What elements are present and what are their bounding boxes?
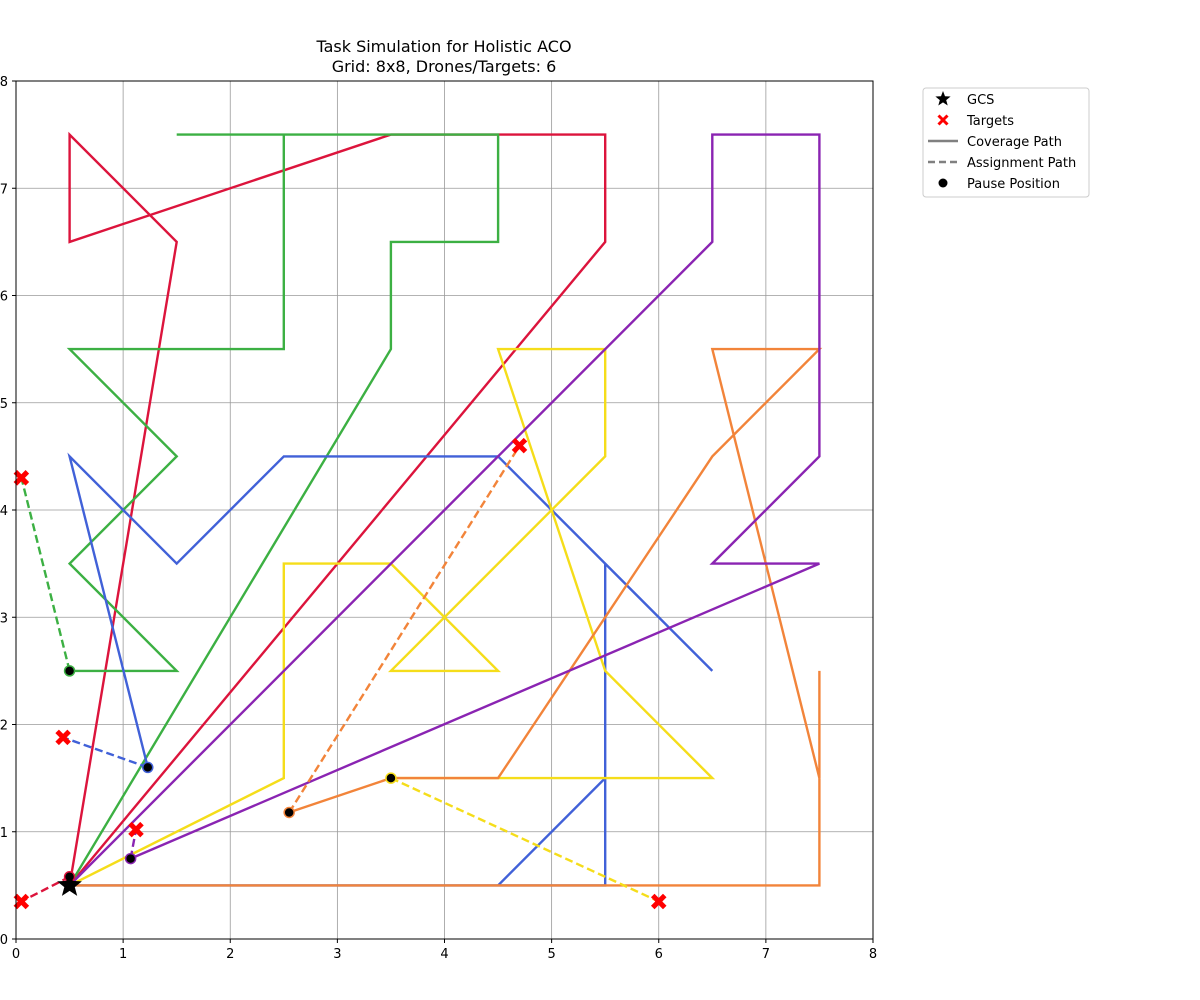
coverage-path — [69, 347, 823, 887]
legend-dot-icon — [938, 178, 948, 188]
coverage-path — [68, 131, 607, 887]
target-marker — [650, 893, 667, 910]
gcs-star-marker — [57, 872, 82, 896]
target-stroke — [650, 893, 667, 910]
y-tick-label: 1 — [0, 826, 8, 841]
legend-entry: Targets — [937, 114, 1014, 129]
legend-entry: Assignment Path — [928, 156, 1076, 171]
assignment-path — [288, 445, 521, 814]
target-stroke — [128, 821, 144, 838]
target-marker — [128, 821, 144, 838]
coverage-path — [68, 133, 821, 887]
target-marker — [55, 729, 71, 746]
coverage-path — [66, 133, 500, 887]
y-tick-label: 2 — [0, 719, 8, 734]
x-tick-label: 3 — [333, 947, 341, 962]
target-marker — [13, 470, 30, 486]
legend-star-icon — [935, 91, 951, 106]
y-tick-label: 8 — [0, 75, 8, 90]
coverage-path — [67, 452, 714, 887]
y-tick-label: 6 — [0, 290, 8, 305]
legend-frame — [922, 87, 1090, 198]
legend-label: Targets — [966, 114, 1014, 129]
target-stroke — [511, 437, 528, 454]
chart-markers — [13, 437, 667, 910]
legend-label: GCS — [967, 93, 994, 108]
x-tick-label: 0 — [12, 947, 20, 962]
drone-paths — [20, 131, 823, 903]
legend-entry: GCS — [935, 91, 994, 108]
target-marker — [511, 437, 528, 454]
pause-position-marker — [142, 761, 154, 774]
legend-label: Pause Position — [967, 177, 1060, 192]
x-tick-label: 5 — [547, 947, 555, 962]
target-stroke — [13, 470, 30, 486]
x-tick-label: 1 — [119, 947, 127, 962]
chart-title: Task Simulation for Holistic ACO Grid: 8… — [315, 37, 571, 76]
pause-position-marker — [385, 772, 397, 784]
legend-label: Assignment Path — [967, 156, 1076, 171]
y-tick-label: 0 — [0, 933, 8, 948]
legend-label: Coverage Path — [967, 135, 1062, 150]
y-tick-label: 7 — [0, 182, 8, 197]
coverage-path — [69, 347, 716, 887]
target-marker — [13, 893, 30, 910]
target-stroke — [55, 729, 71, 746]
x-tick-label: 2 — [226, 947, 234, 962]
assignment-path — [390, 777, 660, 903]
chart-title-line-1: Task Simulation for Holistic ACO — [315, 37, 571, 56]
y-tick-label: 5 — [0, 397, 8, 412]
pause-position-marker — [63, 665, 76, 677]
assignment-path — [20, 477, 71, 672]
legend-entry: Pause Position — [938, 177, 1060, 192]
x-tick-label: 8 — [869, 947, 877, 962]
y-tick-label: 3 — [0, 611, 8, 626]
x-tick-label: 6 — [655, 947, 663, 962]
pause-position-marker — [283, 806, 295, 819]
y-tick-label: 4 — [0, 504, 8, 519]
x-tick-label: 7 — [762, 947, 770, 962]
assignment-path — [20, 875, 71, 903]
legend: GCS Targets Coverage Path Assignment Path Pa… — [922, 87, 1090, 198]
target-stroke — [13, 893, 30, 910]
axis-ticks: 0 1 2 3 4 5 6 7 8 0 1 2 3 4 5 6 7 8 — [0, 75, 877, 962]
legend-x-icon — [937, 114, 949, 126]
x-tick-label: 4 — [440, 947, 448, 962]
chart-title-line-2: Grid: 8x8, Drones/Targets: 6 — [332, 57, 557, 76]
pause-position-marker — [124, 852, 137, 865]
legend-entry: Coverage Path — [928, 135, 1062, 150]
assignment-path — [62, 736, 149, 769]
